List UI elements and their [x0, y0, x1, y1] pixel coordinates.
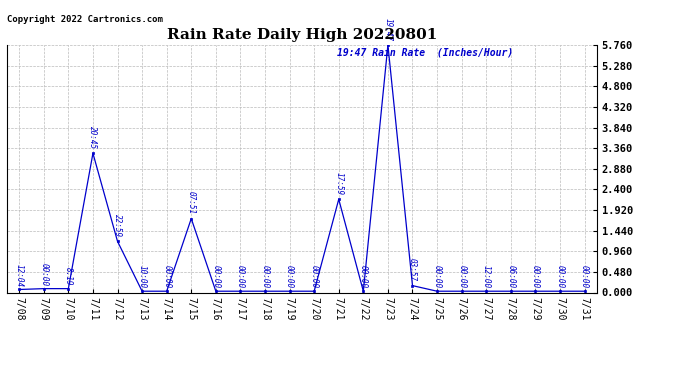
- Text: 20:45: 20:45: [88, 126, 97, 149]
- Text: 19:47: 19:47: [384, 18, 393, 41]
- Text: 00:00: 00:00: [580, 265, 589, 288]
- Text: 22:59: 22:59: [113, 214, 122, 237]
- Text: 00:00: 00:00: [236, 265, 245, 288]
- Text: 00:00: 00:00: [285, 265, 294, 288]
- Text: 12:04: 12:04: [14, 264, 23, 287]
- Text: 00:00: 00:00: [310, 265, 319, 288]
- Text: 00:00: 00:00: [261, 265, 270, 288]
- Text: Copyright 2022 Cartronics.com: Copyright 2022 Cartronics.com: [7, 15, 163, 24]
- Text: 00:00: 00:00: [359, 265, 368, 288]
- Text: 00:00: 00:00: [211, 265, 220, 288]
- Text: 00:00: 00:00: [555, 265, 564, 288]
- Title: Rain Rate Daily High 20220801: Rain Rate Daily High 20220801: [167, 28, 437, 42]
- Text: 00:00: 00:00: [162, 265, 171, 288]
- Text: 07:51: 07:51: [187, 191, 196, 214]
- Text: 10:00: 10:00: [137, 265, 146, 288]
- Text: 00:00: 00:00: [39, 263, 48, 286]
- Text: 19:47 Rain Rate  (Inches/Hour): 19:47 Rain Rate (Inches/Hour): [337, 48, 513, 57]
- Text: 12:00: 12:00: [482, 265, 491, 288]
- Text: 00:00: 00:00: [531, 265, 540, 288]
- Text: 06:00: 06:00: [506, 265, 515, 288]
- Text: 00:00: 00:00: [433, 265, 442, 288]
- Text: 17:59: 17:59: [334, 172, 343, 195]
- Text: 03:57: 03:57: [408, 258, 417, 282]
- Text: 8:19: 8:19: [64, 267, 73, 286]
- Text: 00:00: 00:00: [457, 265, 466, 288]
